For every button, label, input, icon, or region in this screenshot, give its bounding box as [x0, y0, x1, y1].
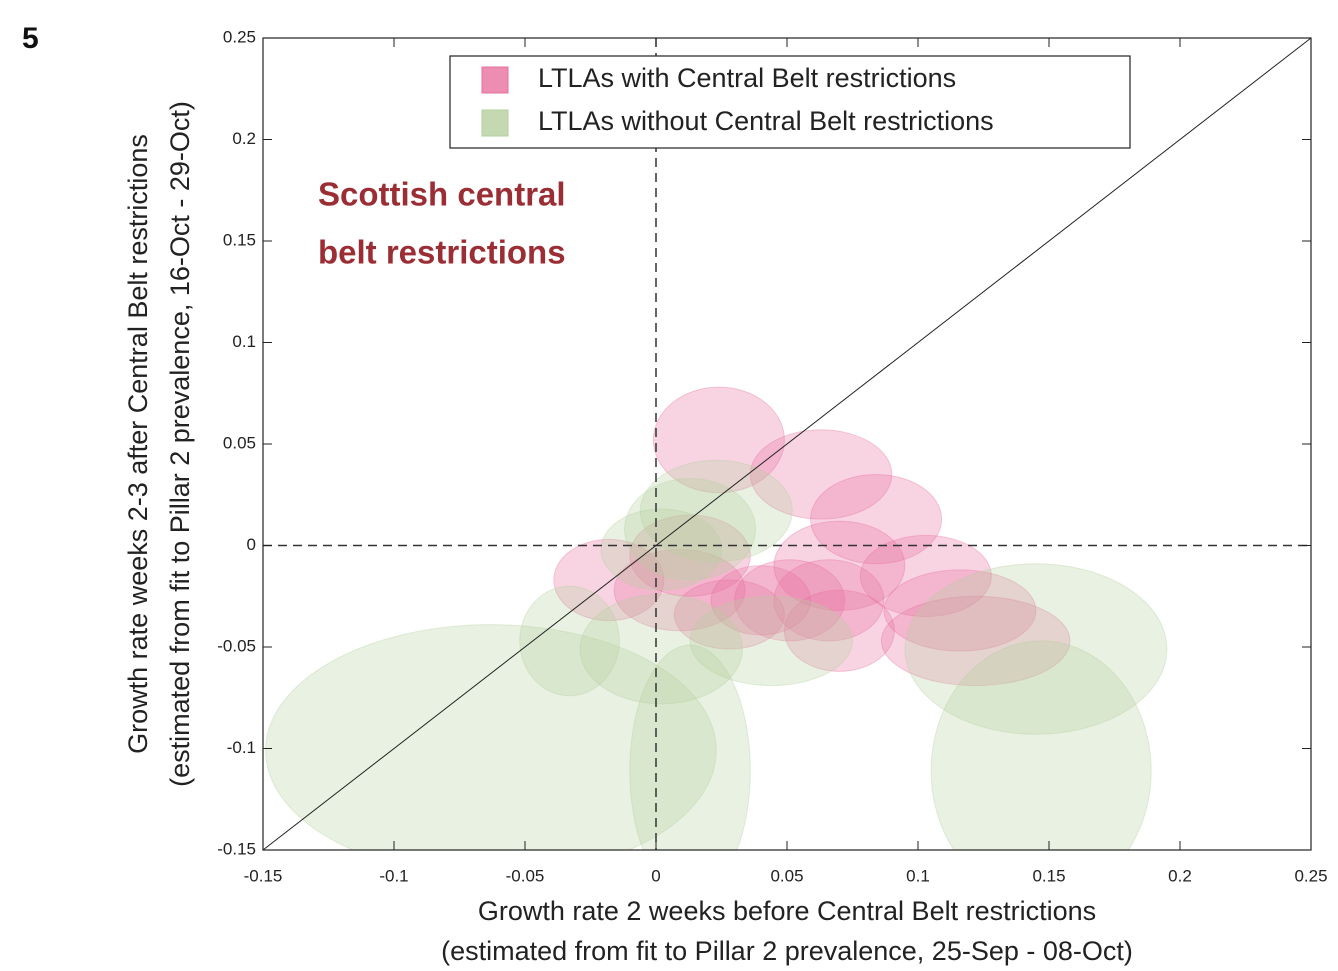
x-tick-label: 0.15 [1032, 866, 1065, 885]
identity-line [262, 37, 1312, 851]
annotation: Scottish central [318, 176, 566, 213]
ellipse [629, 644, 751, 850]
y-tick-label: 0.1 [232, 332, 256, 351]
y-axis-label: (estimated from fit to Pillar 2 prevalen… [165, 101, 195, 787]
legend-swatch [481, 109, 509, 137]
y-tick-label: 0.05 [223, 433, 256, 452]
ellipse [624, 478, 757, 581]
ellipse [749, 429, 893, 520]
ellipse [652, 386, 785, 494]
x-tick-label: -0.1 [379, 866, 408, 885]
y-tick-label: -0.05 [217, 636, 256, 655]
y-tick-label: 0.25 [223, 27, 256, 46]
ellipse [613, 549, 746, 632]
x-tick-label: 0.25 [1294, 866, 1327, 885]
ellipse [265, 624, 717, 850]
ellipse [883, 569, 1037, 652]
ellipse [810, 473, 943, 565]
ellipse [639, 459, 793, 563]
ellipse [773, 559, 885, 642]
ellipse [783, 589, 895, 672]
ellipse [689, 595, 854, 687]
ellipse [553, 538, 665, 622]
x-axis-label: Growth rate 2 weeks before Central Belt … [478, 896, 1096, 926]
x-tick-label: -0.05 [506, 866, 545, 885]
x-tick-label: 0.05 [770, 866, 803, 885]
x-tick-label: -0.15 [244, 866, 283, 885]
x-tick-label: 0 [651, 866, 660, 885]
ellipse [773, 520, 906, 611]
x-tick-label: 0.1 [906, 866, 930, 885]
ellipse [673, 579, 785, 650]
ellipse [600, 508, 722, 591]
legend-label: LTLAs without Central Belt restrictions [538, 106, 994, 136]
ellipse [859, 534, 992, 618]
y-tick-label: -0.15 [217, 839, 256, 858]
x-axis-label: (estimated from fit to Pillar 2 prevalen… [441, 936, 1133, 966]
y-axis-label: Growth rate weeks 2-3 after Central Belt… [123, 134, 153, 754]
annotation: belt restrictions [318, 234, 566, 271]
legend-swatch [481, 66, 509, 94]
y-tick-label: -0.1 [227, 738, 256, 757]
ellipse [880, 595, 1071, 687]
y-tick-label: 0 [247, 535, 256, 554]
ellipse [710, 565, 812, 636]
ellipse [930, 640, 1152, 850]
legend-label: LTLAs with Central Belt restrictions [538, 63, 956, 93]
ellipse [519, 585, 620, 697]
y-tick-label: 0.2 [232, 129, 256, 148]
panel-label: 5 [22, 22, 39, 55]
ellipse [579, 593, 743, 705]
y-tick-label: 0.15 [223, 230, 256, 249]
ellipse [734, 559, 846, 642]
ellipse [904, 563, 1168, 735]
legend-box [449, 55, 1131, 149]
x-tick-label: 0.2 [1168, 866, 1192, 885]
ellipse [629, 514, 751, 597]
plot-area [265, 386, 1168, 850]
